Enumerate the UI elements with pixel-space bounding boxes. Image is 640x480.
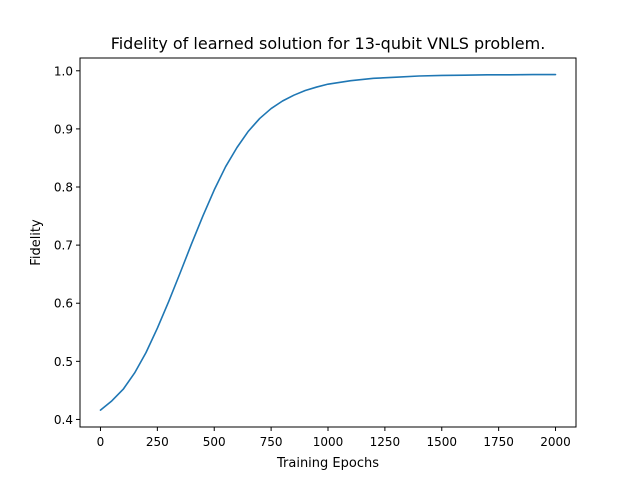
series-line [99, 73, 557, 411]
x-tick-label: 1750 [483, 435, 514, 449]
y-tick-label: 0.6 [54, 297, 73, 311]
x-tick-label: 500 [203, 435, 226, 449]
axes-frame [79, 57, 577, 428]
y-tick-label: 0.8 [54, 181, 73, 195]
x-axis-label: Training Epochs [276, 456, 379, 471]
y-tick-label: 0.5 [54, 355, 73, 369]
x-tick-label: 1000 [313, 435, 344, 449]
y-axis-label: Fidelity [29, 219, 44, 266]
y-tick-label: 0.7 [54, 239, 73, 253]
plot-area [99, 73, 557, 411]
chart-title: Fidelity of learned solution for 13-qubi… [111, 34, 546, 53]
x-tick-label: 2000 [540, 435, 571, 449]
y-tick-label: 1.0 [54, 64, 73, 78]
x-tick-label: 250 [146, 435, 169, 449]
y-axis: 0.4 0.5 0.6 0.7 0.8 0.9 1.0 [54, 64, 80, 427]
x-tick-label: 1500 [426, 435, 457, 449]
x-tick-label: 750 [260, 435, 283, 449]
x-tick-label: 1250 [370, 435, 401, 449]
y-tick-label: 0.4 [54, 413, 73, 427]
x-tick-label: 0 [97, 435, 105, 449]
x-axis: 0 250 500 750 1000 1250 1500 1750 2000 [97, 427, 571, 449]
y-tick-label: 0.9 [54, 122, 73, 136]
